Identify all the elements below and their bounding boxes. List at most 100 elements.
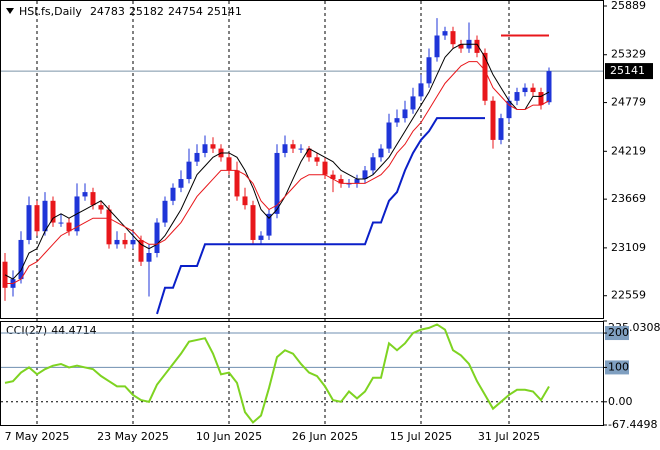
candle-body <box>402 109 408 119</box>
y-tick-label: 22559 <box>611 289 646 302</box>
candle-body <box>82 192 88 197</box>
candle-body <box>130 239 136 245</box>
candle-body <box>546 71 552 103</box>
indicator-tick-label: -67.4498 <box>608 418 657 431</box>
y-tick-label: 24219 <box>611 144 646 157</box>
candle-body <box>354 179 360 184</box>
level-label-box <box>605 360 629 375</box>
candle-body <box>170 187 176 201</box>
candle-body <box>410 96 416 110</box>
candle-body <box>258 235 264 240</box>
x-tick-label: 10 Jun 2025 <box>196 430 262 443</box>
candle-body <box>282 144 288 153</box>
y-tick-label: 25329 <box>611 48 646 61</box>
y-tick-label: 24779 <box>611 96 646 109</box>
candle-body <box>186 161 192 180</box>
overlay-line <box>156 117 485 315</box>
candle-body <box>322 161 328 175</box>
candle-body <box>234 170 240 197</box>
candle-body <box>450 31 456 45</box>
candle-body <box>538 92 544 106</box>
y-tick-label: 23109 <box>611 241 646 254</box>
candle-body <box>290 144 296 149</box>
candle-body <box>498 118 504 140</box>
overlay-line <box>5 61 550 284</box>
collapse-icon <box>6 8 14 14</box>
current-price-label: 25141 <box>610 64 645 77</box>
candle-body <box>18 239 24 280</box>
candle-body <box>250 205 256 240</box>
x-tick-label: 23 May 2025 <box>97 430 169 443</box>
candle-body <box>66 222 72 232</box>
y-tick-label: 25889 <box>611 0 646 12</box>
candle-body <box>50 200 56 223</box>
candle-body <box>162 200 168 223</box>
level-label-box <box>605 326 629 341</box>
indicator-last: 44.4714 <box>51 324 97 337</box>
candle-body <box>274 152 280 214</box>
candle-body <box>34 205 40 232</box>
indicator-tick-label: 100 <box>608 360 629 373</box>
candle-body <box>202 144 208 153</box>
candle-body <box>394 118 400 123</box>
candle-body <box>26 205 32 240</box>
candle-body <box>490 100 496 140</box>
indicator-tick-label: 200 <box>608 326 629 339</box>
candle-body <box>338 179 344 184</box>
last-close: 25141 <box>207 5 242 18</box>
candle-body <box>266 213 272 236</box>
candle-body <box>114 239 120 245</box>
candle-body <box>298 148 304 150</box>
last-low: 24754 <box>168 5 203 18</box>
overlay-line <box>4 43 550 280</box>
current-price-box <box>605 63 653 80</box>
candle-body <box>530 87 536 93</box>
candle-body <box>42 200 48 232</box>
candle-body <box>178 179 184 188</box>
y-tick-label: 23669 <box>611 192 646 205</box>
candle-body <box>474 39 480 53</box>
candle-body <box>330 174 336 180</box>
indicator-panel <box>0 321 604 426</box>
last-open: 24783 <box>90 5 125 18</box>
candle-body <box>194 152 200 162</box>
candle-body <box>306 148 312 158</box>
candle-body <box>418 83 424 97</box>
candle-body <box>514 92 520 101</box>
candle-body <box>522 87 528 93</box>
candle-body <box>90 192 96 206</box>
indicator-title: CCI(27) <box>6 324 47 337</box>
candle-body <box>506 100 512 119</box>
candle-body <box>426 57 432 84</box>
main-panel <box>0 0 604 319</box>
candle-body <box>442 31 448 36</box>
indicator-tick-label: 0.00 <box>608 395 633 408</box>
candle-body <box>58 222 64 224</box>
candle-body <box>242 196 248 206</box>
candle-body <box>434 35 440 58</box>
candle-body <box>122 239 128 245</box>
candle-body <box>98 205 104 210</box>
indicator-line <box>4 323 550 424</box>
candle-body <box>458 44 464 49</box>
x-tick-label: 15 Jul 2025 <box>390 430 452 443</box>
symbol: HSI.fs,Daily <box>19 5 82 18</box>
candle-body <box>138 239 144 262</box>
candle-body <box>386 122 392 149</box>
candle-body <box>226 157 232 171</box>
candle-body <box>106 209 112 245</box>
candle-body <box>314 157 320 162</box>
x-tick-label: 31 Jul 2025 <box>478 430 540 443</box>
candle-body <box>370 157 376 171</box>
last-high: 25182 <box>129 5 164 18</box>
x-tick-label: 26 Jun 2025 <box>292 430 358 443</box>
candle-body <box>362 170 368 180</box>
candle-body <box>210 144 216 149</box>
candle-body <box>146 253 152 262</box>
candle-body <box>154 222 160 254</box>
indicator-header: CCI(27) 44.4714 <box>6 324 97 337</box>
x-tick-label: 7 May 2025 <box>5 430 70 443</box>
candle-body <box>482 52 488 101</box>
